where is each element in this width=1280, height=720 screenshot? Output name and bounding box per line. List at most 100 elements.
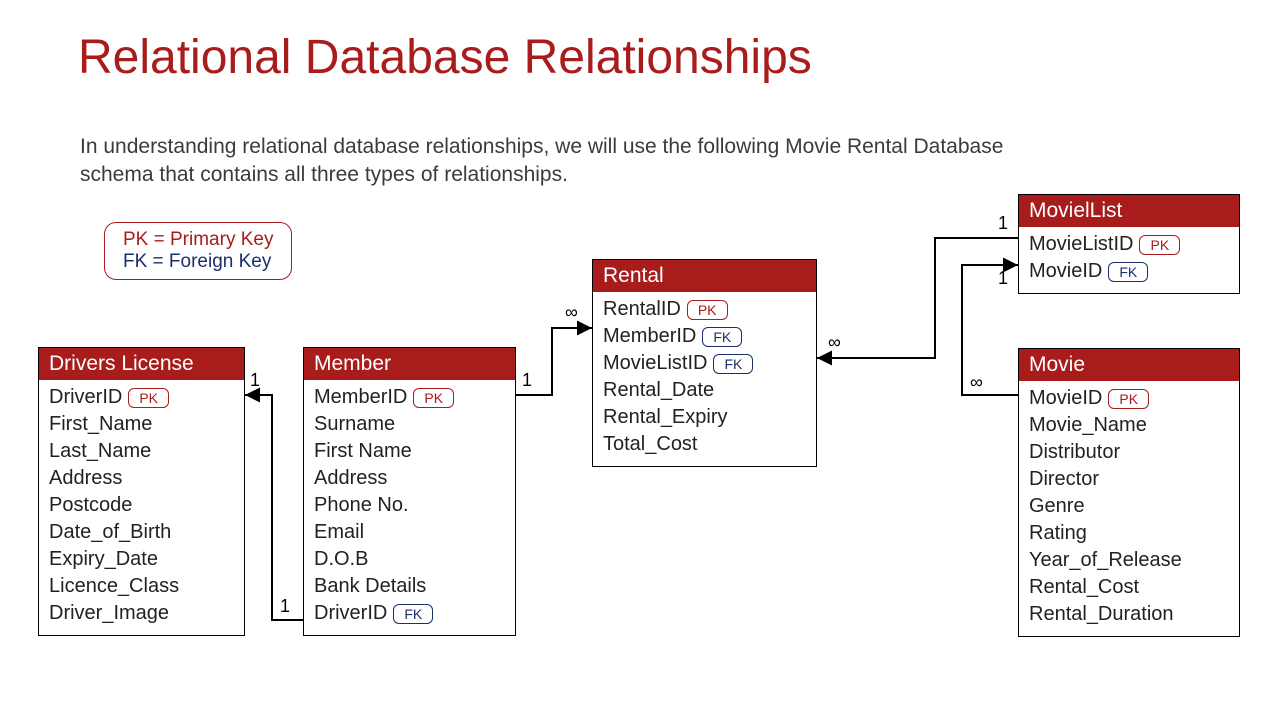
field-name: MovieListID bbox=[1029, 231, 1133, 258]
field-name: Movie_Name bbox=[1029, 412, 1147, 439]
field-row: Rental_Duration bbox=[1029, 601, 1229, 628]
field-row: MovieID PK bbox=[1029, 385, 1229, 412]
legend-pk-label: = Primary Key bbox=[148, 229, 273, 250]
edge-member-driver bbox=[245, 395, 303, 620]
field-name: RentalID bbox=[603, 296, 681, 323]
field-name: Total_Cost bbox=[603, 431, 698, 458]
field-name: Email bbox=[314, 519, 364, 546]
field-row: Total_Cost bbox=[603, 431, 806, 458]
field-row: MemberID PK bbox=[314, 384, 505, 411]
cardinality-label: 1 bbox=[280, 596, 290, 617]
field-row: MovieListID FK bbox=[603, 350, 806, 377]
field-row: Rental_Date bbox=[603, 377, 806, 404]
field-row: Director bbox=[1029, 466, 1229, 493]
cardinality-label: 1 bbox=[998, 268, 1008, 289]
field-name: First_Name bbox=[49, 411, 152, 438]
field-name: Rating bbox=[1029, 520, 1087, 547]
field-name: Licence_Class bbox=[49, 573, 179, 600]
legend-pk-abbr: PK bbox=[123, 229, 148, 250]
field-name: MemberID bbox=[314, 384, 407, 411]
field-row: Expiry_Date bbox=[49, 546, 234, 573]
entity-header: Movie bbox=[1019, 349, 1239, 381]
field-name: Bank Details bbox=[314, 573, 426, 600]
entity-movie: Movie MovieID PK Movie_NameDistributorDirec… bbox=[1018, 348, 1240, 637]
field-name: Address bbox=[314, 465, 387, 492]
entity-header: Rental bbox=[593, 260, 816, 292]
field-row: MemberID FK bbox=[603, 323, 806, 350]
field-row: Last_Name bbox=[49, 438, 234, 465]
field-row: Year_of_Release bbox=[1029, 547, 1229, 574]
field-row: Rating bbox=[1029, 520, 1229, 547]
cardinality-label: ∞ bbox=[970, 372, 983, 393]
intro-text: In understanding relational database rel… bbox=[80, 133, 1040, 190]
legend-pk: PK = Primary Key bbox=[123, 229, 273, 251]
entity-body: MovieListID PK MovieID FK bbox=[1019, 227, 1239, 293]
field-name: First Name bbox=[314, 438, 412, 465]
legend-fk-abbr: FK bbox=[123, 251, 147, 272]
entity-member: Member MemberID PK SurnameFirst NameAddress… bbox=[303, 347, 516, 636]
edge-rental-movielist bbox=[817, 238, 1018, 358]
field-row: Movie_Name bbox=[1029, 412, 1229, 439]
field-name: DriverID bbox=[314, 600, 387, 627]
field-name: MemberID bbox=[603, 323, 696, 350]
field-name: Postcode bbox=[49, 492, 132, 519]
cardinality-label: ∞ bbox=[828, 332, 841, 353]
field-name: Director bbox=[1029, 466, 1099, 493]
field-row: MovieID FK bbox=[1029, 258, 1229, 285]
page-title: Relational Database Relationships bbox=[78, 30, 812, 85]
field-row: Licence_Class bbox=[49, 573, 234, 600]
pk-badge: PK bbox=[413, 388, 454, 408]
entity-body: MemberID PK SurnameFirst NameAddressPhone … bbox=[304, 380, 515, 635]
fk-badge: FK bbox=[713, 354, 753, 374]
field-name: Rental_Cost bbox=[1029, 574, 1139, 601]
field-row: Address bbox=[314, 465, 505, 492]
field-name: MovieID bbox=[1029, 258, 1102, 285]
field-name: Year_of_Release bbox=[1029, 547, 1182, 574]
field-name: Rental_Date bbox=[603, 377, 714, 404]
field-name: Genre bbox=[1029, 493, 1085, 520]
field-name: Last_Name bbox=[49, 438, 151, 465]
field-row: Postcode bbox=[49, 492, 234, 519]
field-row: D.O.B bbox=[314, 546, 505, 573]
field-name: Surname bbox=[314, 411, 395, 438]
field-row: MovieListID PK bbox=[1029, 231, 1229, 258]
field-name: DriverID bbox=[49, 384, 122, 411]
field-row: First Name bbox=[314, 438, 505, 465]
field-name: Rental_Expiry bbox=[603, 404, 728, 431]
field-name: Rental_Duration bbox=[1029, 601, 1174, 628]
field-name: MovieID bbox=[1029, 385, 1102, 412]
fk-badge: FK bbox=[1108, 262, 1148, 282]
field-row: Bank Details bbox=[314, 573, 505, 600]
key-legend: PK = Primary Key FK = Foreign Key bbox=[104, 222, 292, 280]
cardinality-label: 1 bbox=[998, 213, 1008, 234]
cardinality-label: ∞ bbox=[565, 302, 578, 323]
entity-header: Member bbox=[304, 348, 515, 380]
cardinality-label: 1 bbox=[522, 370, 532, 391]
field-name: Expiry_Date bbox=[49, 546, 158, 573]
fk-badge: FK bbox=[702, 327, 742, 347]
pk-badge: PK bbox=[687, 300, 728, 320]
pk-badge: PK bbox=[1108, 389, 1149, 409]
field-row: Address bbox=[49, 465, 234, 492]
field-row: DriverIDFK bbox=[314, 600, 505, 627]
entity-body: MovieID PK Movie_NameDistributorDirectorGe… bbox=[1019, 381, 1239, 636]
field-name: Date_of_Birth bbox=[49, 519, 171, 546]
field-name: D.O.B bbox=[314, 546, 368, 573]
cardinality-label: 1 bbox=[250, 370, 260, 391]
field-name: Phone No. bbox=[314, 492, 409, 519]
pk-badge: PK bbox=[1139, 235, 1180, 255]
field-row: Email bbox=[314, 519, 505, 546]
field-name: MovieListID bbox=[603, 350, 707, 377]
legend-fk-label: = Foreign Key bbox=[147, 251, 271, 272]
pk-badge: PK bbox=[128, 388, 169, 408]
field-row: Driver_Image bbox=[49, 600, 234, 627]
field-row: Rental_Cost bbox=[1029, 574, 1229, 601]
entity-body: RentalID PK MemberID FK MovieListID FK Rental_… bbox=[593, 292, 816, 466]
field-row: Distributor bbox=[1029, 439, 1229, 466]
entity-header: Drivers License bbox=[39, 348, 244, 380]
entity-rental: RentalRentalIDPKMemberIDFKMovieListIDFKR… bbox=[592, 259, 817, 467]
field-row: Genre bbox=[1029, 493, 1229, 520]
legend-fk: FK = Foreign Key bbox=[123, 251, 273, 273]
field-name: Address bbox=[49, 465, 122, 492]
entity-header: MovielList bbox=[1019, 195, 1239, 227]
